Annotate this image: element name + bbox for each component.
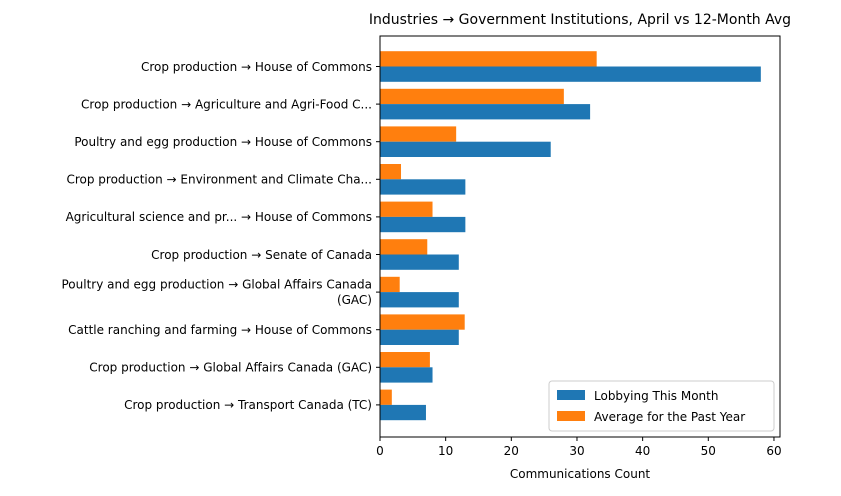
x-tick-label: 20 <box>504 444 519 458</box>
legend-label: Average for the Past Year <box>594 410 745 424</box>
y-tick-label: Crop production → Agriculture and Agri-F… <box>81 97 372 111</box>
legend-label: Lobbying This Month <box>594 389 718 403</box>
bar-average <box>380 314 465 330</box>
legend: Lobbying This Month Average for the Past … <box>548 380 775 432</box>
y-tick-label: Agricultural science and pr... → House o… <box>66 210 372 224</box>
x-axis-label: Communications Count <box>510 467 651 481</box>
plot-frame <box>379 35 781 438</box>
y-tick-label: Crop production → Global Affairs Canada … <box>89 361 372 375</box>
bar-average <box>380 88 564 105</box>
legend-box <box>548 380 775 432</box>
x-tick-label: 30 <box>569 444 584 458</box>
x-tick-label: 10 <box>438 444 453 458</box>
bar-this-month <box>380 329 459 345</box>
x-tick-label: 40 <box>635 444 650 458</box>
bar-this-month <box>380 292 459 308</box>
bar-this-month <box>380 104 591 120</box>
bar-average <box>380 51 597 67</box>
y-tick-labels: Crop production → House of Commons Crop p… <box>61 60 380 412</box>
y-tick-label: Crop production → House of Commons <box>141 60 372 74</box>
bar-average <box>380 276 400 293</box>
bar-this-month <box>380 66 761 82</box>
y-tick-label: Crop production → Environment and Climat… <box>66 173 372 187</box>
y-tick-label: Poultry and egg production → House of Co… <box>74 135 372 149</box>
x-tick-label: 60 <box>766 444 781 458</box>
x-tick-label: 50 <box>701 444 716 458</box>
legend-swatch <box>557 411 585 421</box>
bar-average <box>380 352 430 368</box>
legend-swatch <box>557 390 585 400</box>
x-tick-label: 0 <box>376 444 384 458</box>
bar-average <box>380 239 428 255</box>
y-tick-label: Poultry and egg production → Global Affa… <box>61 278 372 308</box>
y-tick-label: Cattle ranching and farming → House of C… <box>68 323 372 337</box>
y-tick-label: Crop production → Senate of Canada <box>151 248 372 262</box>
bar-this-month <box>380 404 426 421</box>
bar-this-month <box>380 367 433 383</box>
bar-this-month <box>380 216 466 233</box>
y-tick-label: Crop production → Transport Canada (TC) <box>124 398 372 412</box>
bar-average <box>380 126 457 142</box>
bar-this-month <box>380 254 459 270</box>
chart-title: Industries → Government Institutions, Ap… <box>369 12 791 28</box>
bar-this-month <box>380 179 466 195</box>
bar-average <box>380 201 433 217</box>
bar-average <box>380 164 402 180</box>
bar-this-month <box>380 141 551 157</box>
bar-average <box>380 389 392 405</box>
bars-group <box>380 51 761 421</box>
x-ticks: 0 10 20 30 40 50 60 <box>376 437 782 458</box>
